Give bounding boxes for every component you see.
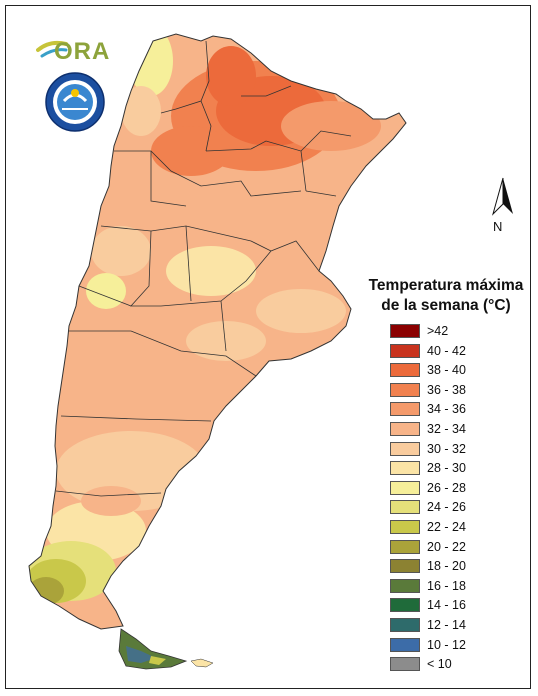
legend-title-line-2: de la semana (°C): [381, 297, 511, 314]
legend-swatch: [390, 382, 420, 397]
legend-label: 18 - 20: [427, 559, 466, 574]
legend-label: 32 - 34: [427, 422, 466, 436]
legend-label: 14 - 16: [427, 598, 466, 613]
ora-logo: [36, 36, 111, 68]
legend-swatch: [390, 363, 420, 378]
legend-title: Temperatura máxima de la semana (°C): [346, 276, 538, 316]
legend-swatch: [390, 539, 420, 554]
legend-swatch: [390, 480, 420, 495]
legend-label: 38 - 40: [427, 363, 466, 378]
legend-swatch: [390, 343, 420, 358]
legend-swatch: [390, 324, 420, 338]
legend-swatch: [390, 618, 420, 632]
legend-label: 20 - 22: [427, 539, 466, 554]
weather-service-seal: [44, 71, 106, 133]
legend-label: 34 - 36: [427, 402, 466, 417]
legend-swatch: [390, 578, 420, 593]
legend-swatch: [390, 657, 420, 672]
legend-label: 10 - 12: [427, 637, 466, 652]
argentina-temperature-map: [28, 33, 407, 670]
legend-label: 40 - 42: [427, 343, 466, 358]
legend-label: 26 - 28: [427, 480, 466, 495]
legend-swatch: [390, 637, 420, 652]
legend-swatch: [390, 402, 420, 417]
legend-swatch: [390, 520, 420, 534]
legend-title-line-1: Temperatura máxima: [368, 277, 524, 294]
legend-label: 24 - 26: [427, 500, 466, 515]
legend-swatch: [390, 500, 420, 515]
legend-swatch: [390, 461, 420, 476]
legend-label: 36 - 38: [427, 382, 466, 397]
legend-swatch: [390, 441, 420, 456]
legend-swatch: [390, 559, 420, 574]
legend-label: < 10: [427, 657, 452, 672]
map-frame: ORA N Temperatura máxima de la semana (°…: [5, 5, 531, 689]
ora-logo-text: ORA: [54, 38, 111, 65]
legend-label: 30 - 32: [427, 441, 466, 456]
legend-swatch: [390, 422, 420, 436]
legend-swatch: [390, 598, 420, 613]
legend-label: 12 - 14: [427, 618, 466, 632]
north-label: N: [493, 219, 503, 234]
legend-label: 22 - 24: [427, 520, 466, 534]
north-arrow-icon: [488, 176, 518, 238]
legend-label: 28 - 30: [427, 461, 466, 476]
legend-label: >42: [427, 324, 449, 338]
legend-label: 16 - 18: [427, 578, 466, 593]
